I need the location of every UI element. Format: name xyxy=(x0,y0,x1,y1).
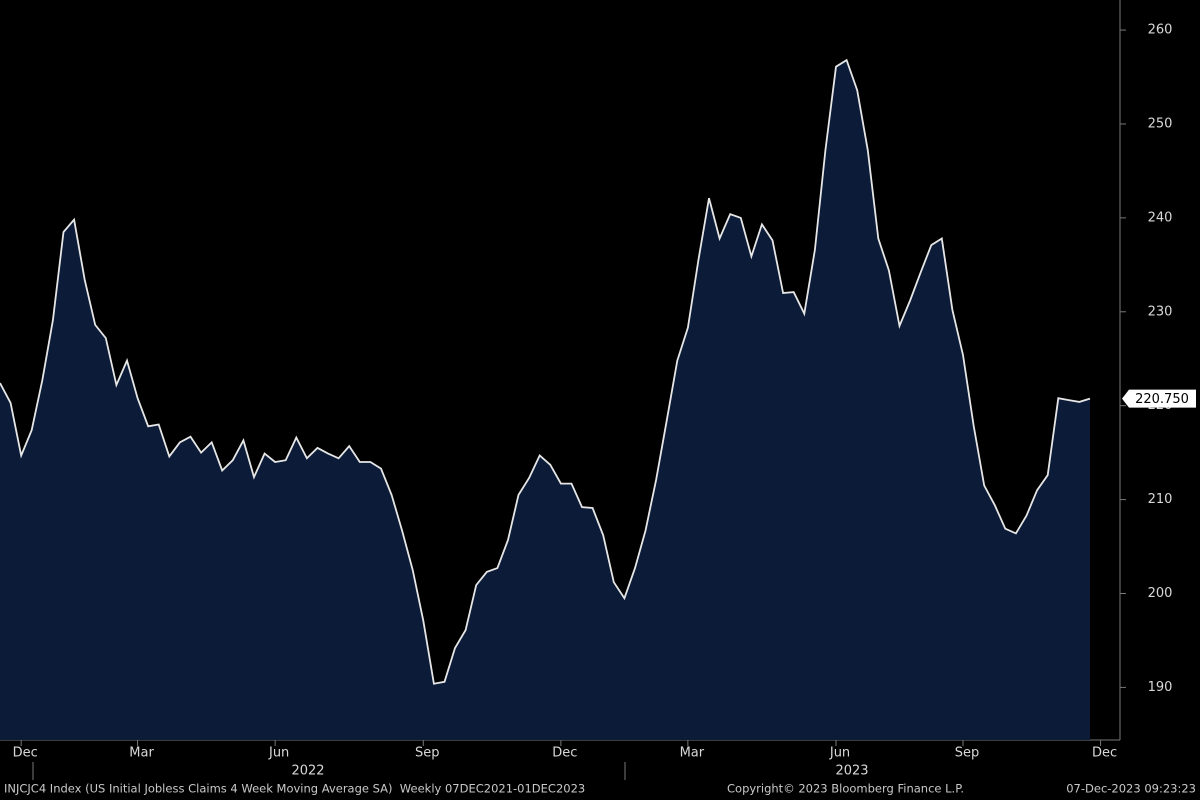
x-tick-label: Mar xyxy=(680,746,705,761)
y-tick-label: 210 xyxy=(1148,492,1173,507)
value-label: 220.750 xyxy=(1135,392,1189,407)
value-label-box xyxy=(1122,389,1196,408)
x-tick-label: Mar xyxy=(129,746,154,761)
x-tick-label: Jun xyxy=(829,746,850,761)
line xyxy=(0,58,1091,685)
y-tick-label: 260 xyxy=(1148,23,1173,38)
y-tick-label: 190 xyxy=(1148,680,1173,695)
x-tick-label: Dec xyxy=(552,746,577,761)
y-tick-label: 250 xyxy=(1148,116,1173,131)
y-tick-label: 230 xyxy=(1148,304,1173,319)
y-tick-label: 240 xyxy=(1148,210,1173,225)
year-label: 2023 xyxy=(835,764,868,779)
x-tick-label: Dec xyxy=(13,746,38,761)
footer-left: INJCJC4 Index (US Initial Jobless Claims… xyxy=(4,782,585,796)
year-label: 2022 xyxy=(291,764,324,779)
footer-right: 07-Dec-2023 09:23:23 xyxy=(1066,782,1196,796)
x-tick-label: Jun xyxy=(268,746,289,761)
x-tick-label: Sep xyxy=(415,746,440,761)
x-tick-label: Sep xyxy=(955,746,980,761)
y-tick-label: 200 xyxy=(1148,586,1173,601)
footer-center: Copyright© 2023 Bloomberg Finance L.P. xyxy=(727,782,964,796)
x-tick-label: Dec xyxy=(1092,746,1117,761)
